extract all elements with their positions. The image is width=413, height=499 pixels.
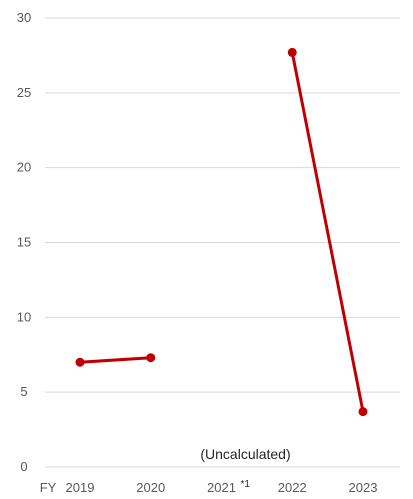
y-tick-label-10: 10	[17, 309, 31, 324]
y-tick-label-30: 30	[17, 10, 31, 25]
annotation-uncalculated: (Uncalculated)	[200, 446, 290, 462]
footnote-marker: *1	[241, 479, 251, 490]
y-tick-label-0: 0	[20, 459, 27, 474]
x-tick-label-2020: 2020	[136, 480, 165, 495]
data-point-2023	[358, 407, 368, 417]
x-tick-label-2021: 2021	[207, 480, 236, 495]
y-axis-ticks: 0 5 10 15 20 25 30	[17, 10, 31, 474]
gridlines	[45, 17, 400, 468]
series-segment-2019-2020	[78, 356, 153, 364]
y-tick-label-5: 5	[20, 384, 27, 399]
y-tick-label-25: 25	[17, 85, 31, 100]
y-tick-label-20: 20	[17, 160, 31, 175]
x-tick-label-2022: 2022	[278, 480, 307, 495]
x-axis-prefix: FY	[40, 480, 57, 495]
data-point-2019	[75, 357, 85, 367]
annotations: (Uncalculated) *1	[200, 446, 290, 490]
x-tick-label-2023: 2023	[349, 480, 378, 495]
y-tick-label-15: 15	[17, 235, 31, 250]
series-segment-2022-2023	[290, 50, 365, 414]
x-axis-ticks: FY 2019 2020 2021 2022 2023	[40, 480, 378, 495]
series-group	[75, 47, 368, 417]
data-point-2020	[146, 353, 156, 363]
data-point-2022	[287, 47, 297, 57]
x-tick-label-2019: 2019	[66, 480, 95, 495]
